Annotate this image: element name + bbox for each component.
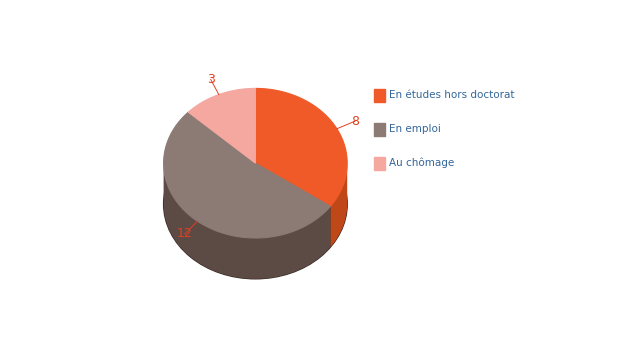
Polygon shape xyxy=(330,163,347,247)
Bar xyxy=(374,157,385,170)
Polygon shape xyxy=(188,88,255,163)
Text: En emploi: En emploi xyxy=(389,124,441,134)
Polygon shape xyxy=(164,112,330,238)
Bar xyxy=(374,89,385,102)
Text: 12: 12 xyxy=(177,227,193,240)
Polygon shape xyxy=(255,88,347,206)
Text: Au chômage: Au chômage xyxy=(389,158,454,168)
Polygon shape xyxy=(164,164,330,279)
Ellipse shape xyxy=(164,129,348,279)
Text: 3: 3 xyxy=(207,73,214,86)
Text: En études hors doctorat: En études hors doctorat xyxy=(389,90,515,100)
Bar xyxy=(374,123,385,136)
Text: 8: 8 xyxy=(351,115,359,128)
